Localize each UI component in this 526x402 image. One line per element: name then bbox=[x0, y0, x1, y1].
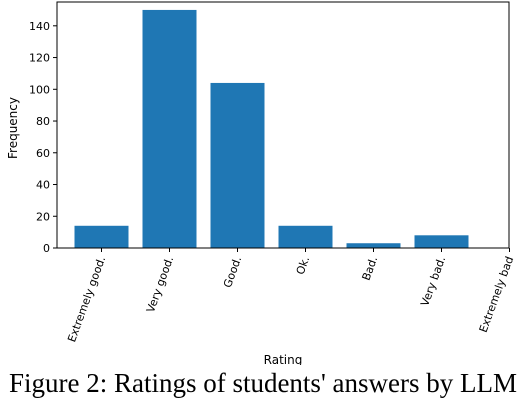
chart: 0 20 40 60 80 100 120 140 Extremely good. Very g… bbox=[6, 1, 516, 365]
x-axis-label: Rating bbox=[264, 353, 303, 365]
x-tick-label: Extremely good. bbox=[65, 255, 108, 344]
bar bbox=[142, 9, 197, 248]
bar bbox=[414, 235, 469, 248]
plot-frame bbox=[56, 1, 510, 249]
bar bbox=[278, 225, 333, 248]
bar bbox=[346, 243, 401, 248]
x-tick-label: Very bad. bbox=[418, 255, 448, 308]
y-tick-label: 80 bbox=[36, 115, 50, 128]
x-tick-label: Bad. bbox=[360, 255, 381, 283]
bar bbox=[74, 225, 129, 248]
x-tick-label: Good. bbox=[221, 255, 244, 290]
y-axis-label: Frequency bbox=[6, 97, 20, 159]
y-axis-ticks: 0 20 40 60 80 100 120 140 bbox=[29, 20, 57, 255]
y-tick-label: 60 bbox=[36, 147, 50, 160]
y-tick-label: 120 bbox=[29, 52, 50, 65]
y-tick-label: 100 bbox=[29, 83, 50, 96]
bar bbox=[210, 82, 265, 249]
x-tick-label: Ok. bbox=[294, 255, 313, 277]
y-tick-label: 140 bbox=[29, 20, 50, 33]
x-tick-label: Very good. bbox=[144, 255, 176, 315]
y-tick-label: 40 bbox=[36, 179, 50, 192]
bars bbox=[74, 9, 469, 249]
x-axis-ticks: Extremely good. Very good. Good. Ok. Bad. Ver… bbox=[65, 248, 516, 344]
y-tick-label: 0 bbox=[43, 242, 50, 255]
figure-caption: Figure 2: Ratings of students' answers b… bbox=[8, 368, 518, 398]
x-tick-label: Extremely bad bbox=[477, 255, 517, 335]
y-tick-label: 20 bbox=[36, 210, 50, 223]
